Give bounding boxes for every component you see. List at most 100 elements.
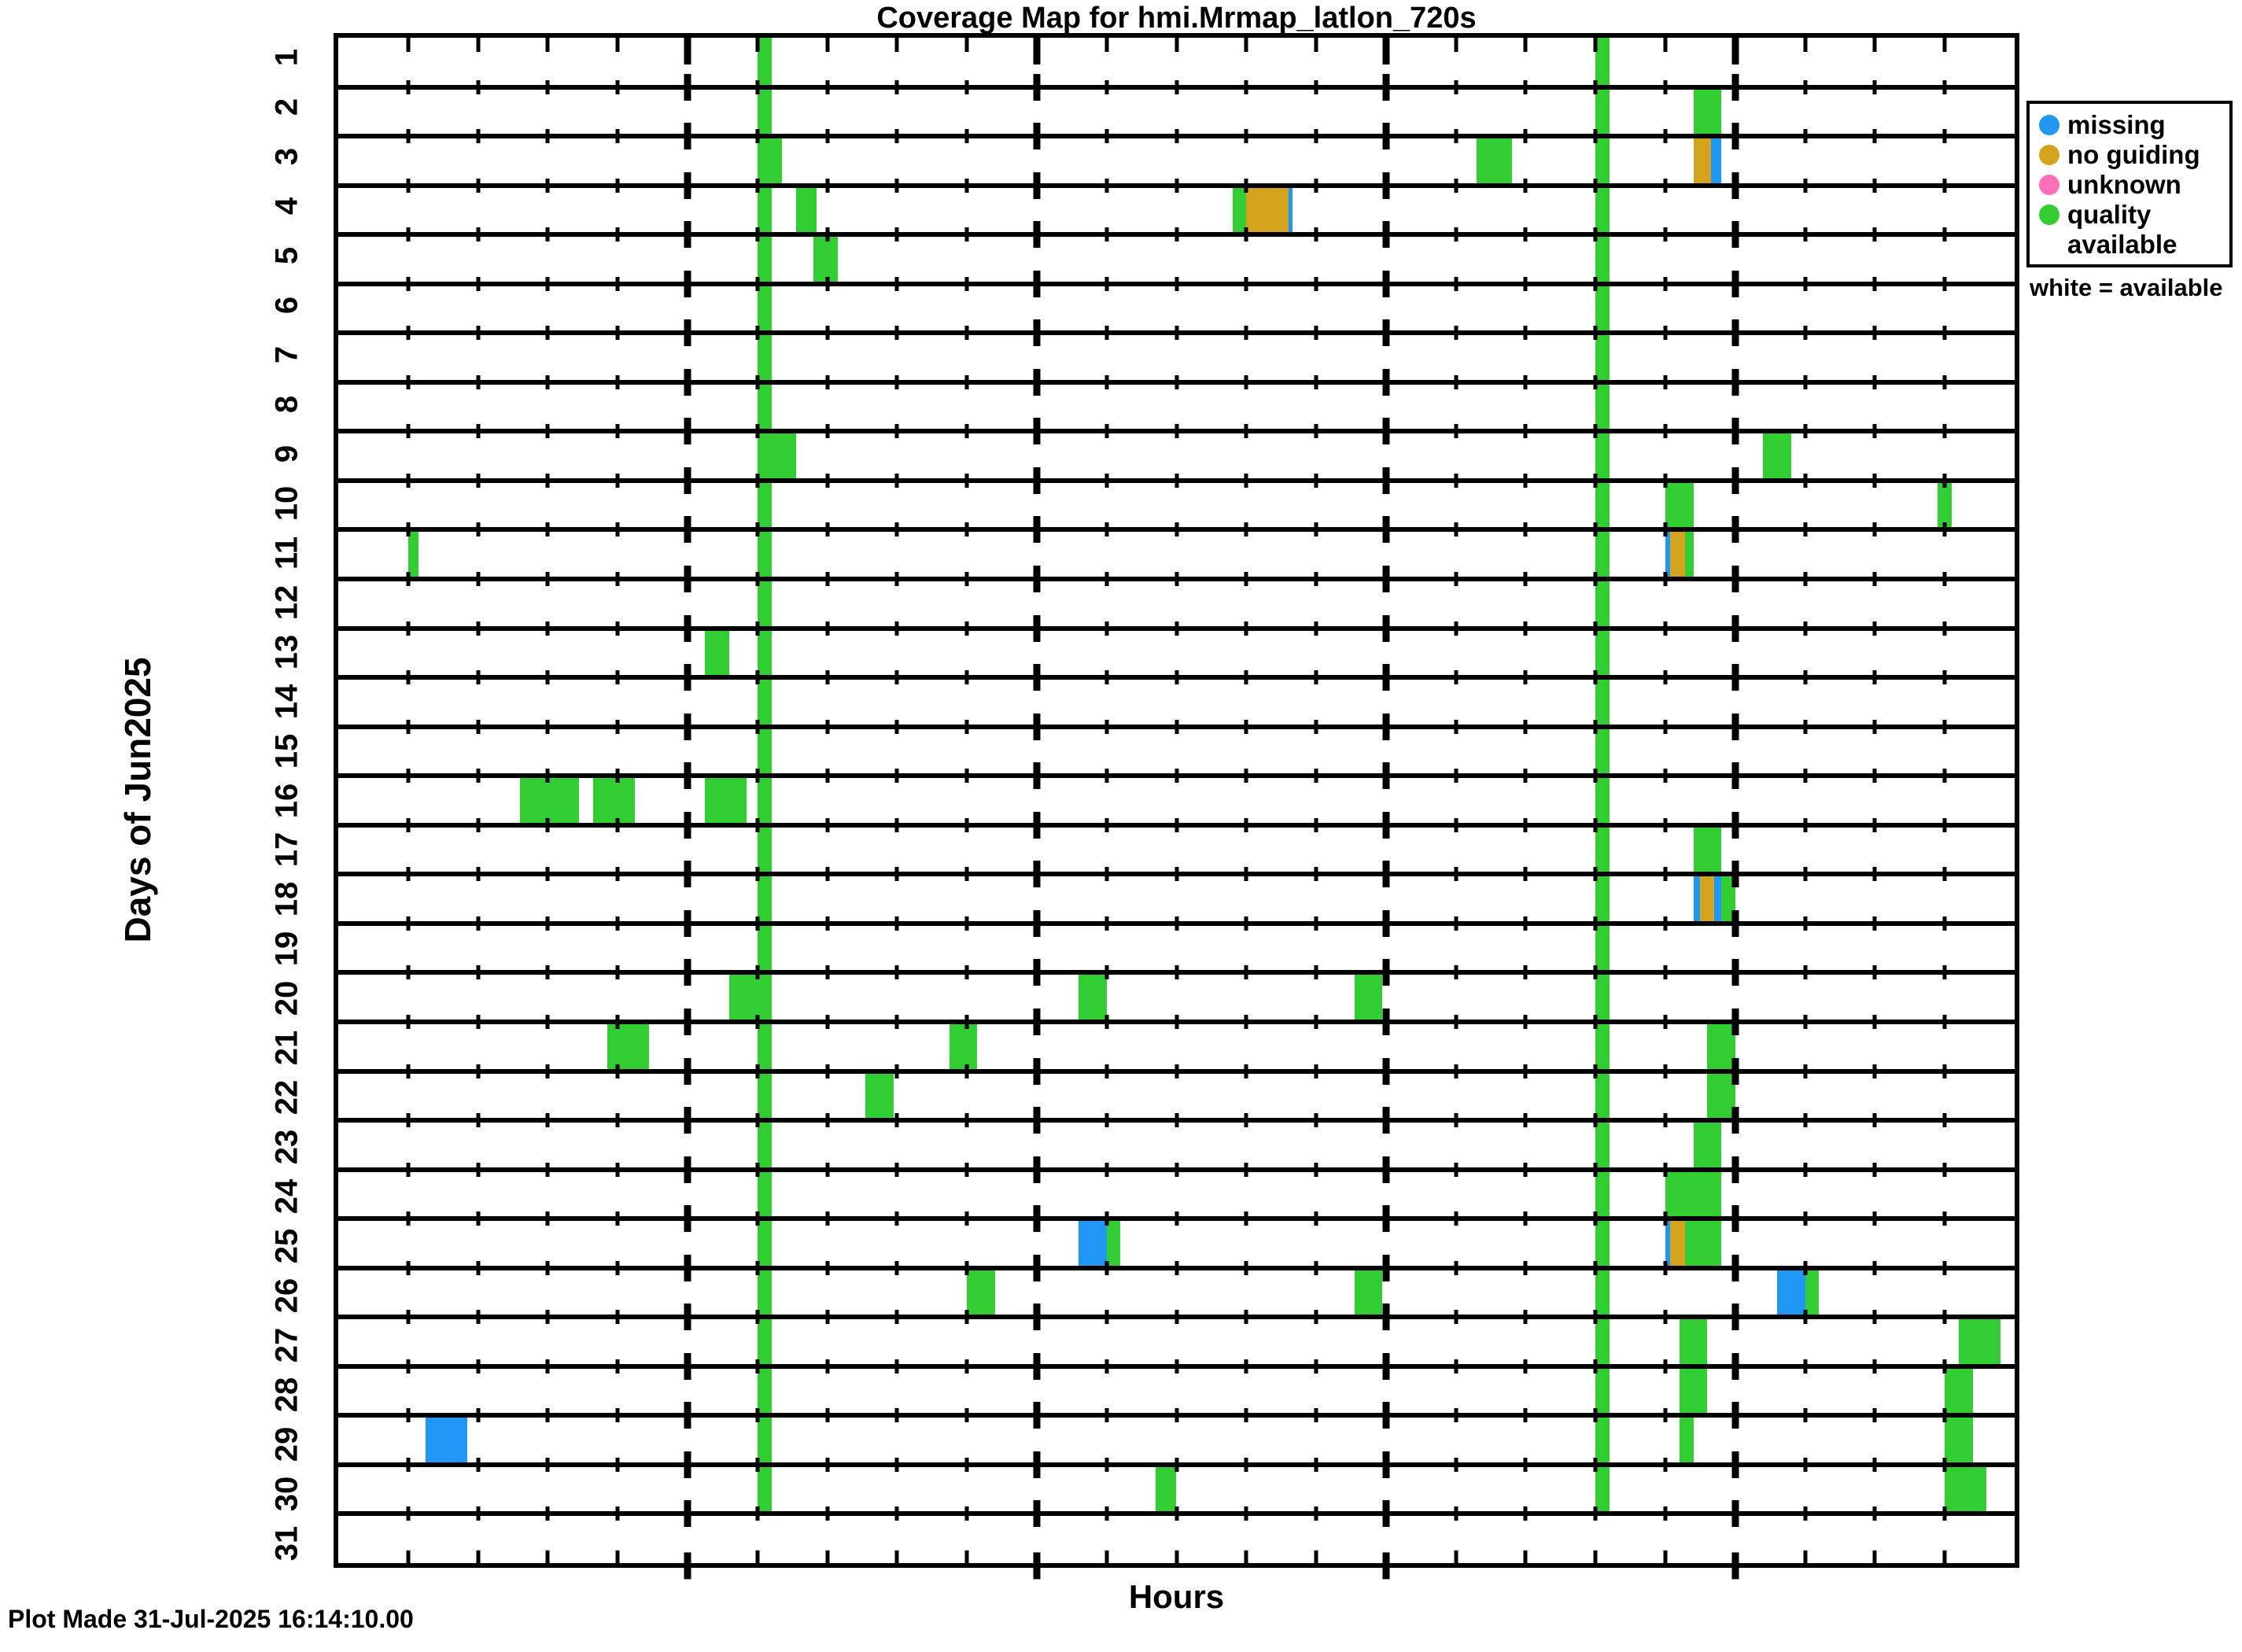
hour-tick	[1872, 522, 1877, 537]
hour-tick	[1731, 270, 1739, 297]
hour-tick	[825, 1211, 830, 1226]
hour-tick	[1523, 424, 1528, 439]
hour-tick	[615, 1359, 620, 1374]
hour-tick	[1942, 1064, 1947, 1079]
hour-tick	[1803, 326, 1808, 341]
hour-tick	[1382, 959, 1390, 986]
hour-tick	[1942, 1408, 1947, 1423]
hour-tick	[545, 1457, 550, 1472]
hour-tick	[476, 178, 481, 193]
hour-tick	[1803, 1064, 1808, 1079]
coverage-segment-day18-missing	[1693, 874, 1701, 924]
hour-tick	[1663, 374, 1668, 389]
coverage-segment-day25-missing	[1665, 1219, 1671, 1268]
hour-tick	[1942, 1550, 1947, 1565]
hour-tick	[894, 1113, 899, 1128]
hour-tick	[1942, 129, 1947, 144]
hour-tick	[1244, 719, 1248, 734]
hour-tick	[1872, 1260, 1877, 1275]
hour-tick	[1942, 1014, 1947, 1029]
hour-tick	[684, 171, 691, 199]
hour-tick	[615, 719, 620, 734]
hour-tick	[755, 719, 760, 734]
hour-tick	[684, 566, 691, 593]
hour-tick	[1523, 276, 1528, 291]
coverage-segment-day9-available	[1763, 431, 1791, 481]
hour-tick	[406, 719, 411, 734]
hour-tick	[1454, 79, 1458, 94]
hour-tick	[1174, 129, 1178, 144]
hour-tick	[1803, 227, 1808, 242]
hour-tick	[615, 965, 620, 980]
legend-box: missing no guiding unknown quality available	[2026, 101, 2233, 267]
hour-tick	[1872, 1211, 1877, 1226]
hour-tick	[755, 1550, 760, 1565]
hour-tick	[894, 1457, 899, 1472]
hour-tick	[1454, 38, 1458, 52]
hour-tick	[1731, 1552, 1739, 1580]
hour-tick	[964, 79, 969, 94]
day-label-25: 25	[269, 1228, 304, 1264]
hour-tick	[1174, 178, 1178, 193]
hour-tick	[1872, 473, 1877, 488]
hour-tick	[406, 572, 411, 587]
hour-tick	[1382, 418, 1390, 445]
hour-tick	[476, 1014, 481, 1029]
coverage-segment-day21-available	[607, 1021, 650, 1071]
hour-tick	[1174, 719, 1178, 734]
hour-tick	[1244, 670, 1248, 685]
hour-tick	[1244, 522, 1248, 537]
hour-tick	[1244, 1162, 1248, 1177]
hour-tick	[1731, 1451, 1739, 1478]
hour-tick	[406, 374, 411, 389]
hour-tick	[1803, 867, 1808, 882]
hour-tick	[1314, 817, 1318, 832]
coverage-segment-day11-available	[1684, 529, 1694, 580]
hour-tick	[1104, 916, 1109, 931]
plot-made-timestamp: Plot Made 31-Jul-2025 16:14:10.00	[8, 1605, 414, 1633]
hour-tick	[1872, 965, 1877, 980]
hour-tick	[545, 129, 550, 144]
hour-tick	[1663, 1506, 1668, 1521]
hour-tick	[1942, 473, 1947, 488]
hour-tick	[1872, 572, 1877, 587]
hour-tick	[1033, 221, 1041, 249]
hour-tick	[1174, 621, 1178, 636]
hour-tick	[1663, 522, 1668, 537]
hour-tick	[1104, 1457, 1109, 1472]
hour-tick	[1033, 713, 1041, 740]
coverage-segment-day26-missing	[1777, 1267, 1805, 1318]
hour-tick	[825, 522, 830, 537]
hour-tick	[1803, 1162, 1808, 1177]
hour-tick	[1731, 861, 1739, 888]
hour-tick	[476, 1162, 481, 1177]
day-label-16: 16	[269, 783, 304, 818]
hour-tick	[755, 38, 760, 52]
hour-tick	[615, 1162, 620, 1177]
hour-tick	[1731, 1057, 1739, 1085]
hour-tick	[1314, 178, 1318, 193]
hour-tick	[1382, 664, 1390, 691]
hour-tick	[1104, 227, 1109, 242]
hour-tick	[545, 965, 550, 980]
hour-tick	[1033, 762, 1041, 790]
hour-tick	[1803, 1014, 1808, 1029]
hour-tick	[894, 1064, 899, 1079]
hour-tick	[964, 1408, 969, 1423]
hour-tick	[964, 916, 969, 931]
hour-tick	[1314, 1162, 1318, 1177]
hour-tick	[1593, 129, 1598, 144]
hour-tick	[964, 1014, 969, 1029]
hour-tick	[825, 1457, 830, 1472]
hour-tick	[1454, 1014, 1458, 1029]
hour-tick	[476, 424, 481, 439]
hour-tick	[1731, 1156, 1739, 1183]
hour-tick	[615, 424, 620, 439]
hour-tick	[1942, 621, 1947, 636]
hour-tick	[964, 1260, 969, 1275]
coverage-segment-day30-available	[1945, 1464, 1987, 1514]
coverage-segment-day25-available	[1684, 1219, 1722, 1268]
hour-tick	[1382, 171, 1390, 199]
hour-tick	[1663, 227, 1668, 242]
hour-tick	[615, 178, 620, 193]
